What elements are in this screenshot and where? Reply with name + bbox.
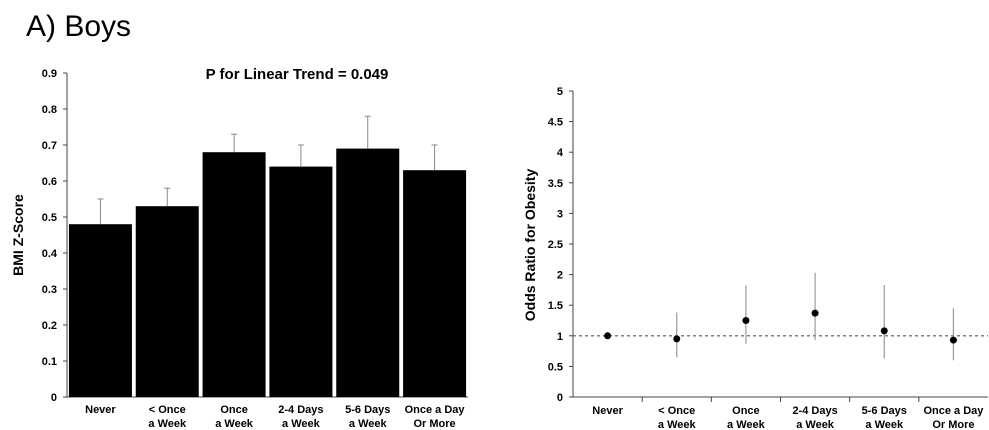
x-tick-label: a Week bbox=[148, 418, 187, 430]
trend-annotation: P for Linear Trend = 0.049 bbox=[206, 66, 389, 83]
x-tick-label: a Week bbox=[215, 418, 254, 430]
x-tick-label: Or More bbox=[413, 418, 455, 430]
y-tick-label: 0.2 bbox=[42, 320, 57, 332]
y-tick-label: 4 bbox=[557, 147, 564, 159]
y-tick-label: 0 bbox=[51, 392, 57, 404]
y-tick-label: 2 bbox=[557, 270, 563, 282]
x-tick-label: Or More bbox=[932, 419, 974, 430]
x-tick-label: < Once bbox=[658, 405, 695, 417]
x-tick-label: a Week bbox=[349, 418, 388, 430]
y-tick-label: 0 bbox=[557, 392, 563, 404]
bar bbox=[269, 166, 333, 397]
y-tick-label: 5 bbox=[557, 86, 563, 98]
data-point bbox=[673, 335, 681, 343]
x-tick-label: Once bbox=[732, 405, 760, 417]
data-point bbox=[880, 327, 888, 335]
x-tick-label: a Week bbox=[796, 419, 835, 430]
data-point bbox=[604, 332, 612, 340]
x-tick-label: a Week bbox=[865, 419, 904, 430]
x-tick-label: 5-6 Days bbox=[345, 404, 390, 416]
y-tick-label: 3.5 bbox=[548, 178, 563, 190]
x-tick-label: Once a Day bbox=[923, 405, 984, 417]
bar bbox=[68, 224, 132, 397]
y-tick-label: 1 bbox=[557, 331, 563, 343]
y-tick-label: 2.5 bbox=[548, 239, 563, 251]
bar bbox=[135, 206, 199, 397]
x-tick-label: < Once bbox=[149, 404, 186, 416]
panel-title: A) Boys bbox=[26, 10, 132, 43]
x-tick-label: Never bbox=[85, 404, 116, 416]
y-axis-title: BMI Z-Score bbox=[10, 194, 26, 276]
y-tick-label: 1.5 bbox=[548, 300, 563, 312]
y-tick-label: 0.8 bbox=[42, 104, 57, 116]
y-tick-label: 0.1 bbox=[42, 356, 57, 368]
data-point bbox=[949, 336, 957, 344]
x-tick-label: Never bbox=[592, 405, 623, 417]
x-tick-label: Once a Day bbox=[405, 404, 466, 416]
y-tick-label: 0.3 bbox=[42, 284, 57, 296]
x-tick-label: a Week bbox=[727, 419, 766, 430]
bar bbox=[202, 152, 266, 397]
y-axis-title: Odds Ratio for Obesity bbox=[522, 169, 538, 322]
y-tick-label: 0.6 bbox=[42, 176, 57, 188]
bar bbox=[336, 148, 400, 397]
x-tick-label: a Week bbox=[282, 418, 321, 430]
bar bbox=[403, 170, 467, 397]
x-tick-label: 2-4 Days bbox=[792, 405, 837, 417]
y-tick-label: 3 bbox=[557, 208, 563, 220]
y-tick-label: 0.9 bbox=[42, 68, 57, 80]
x-tick-label: a Week bbox=[658, 419, 697, 430]
y-tick-label: 4.5 bbox=[548, 117, 563, 129]
x-tick-label: 2-4 Days bbox=[278, 404, 323, 416]
y-tick-label: 0.7 bbox=[42, 140, 57, 152]
data-point bbox=[811, 309, 819, 317]
data-point bbox=[742, 317, 750, 324]
y-tick-label: 0.4 bbox=[42, 248, 58, 260]
x-tick-label: Once bbox=[220, 404, 248, 416]
x-tick-label: 5-6 Days bbox=[862, 405, 907, 417]
y-tick-label: 0.5 bbox=[548, 361, 563, 373]
y-tick-label: 0.5 bbox=[42, 212, 57, 224]
